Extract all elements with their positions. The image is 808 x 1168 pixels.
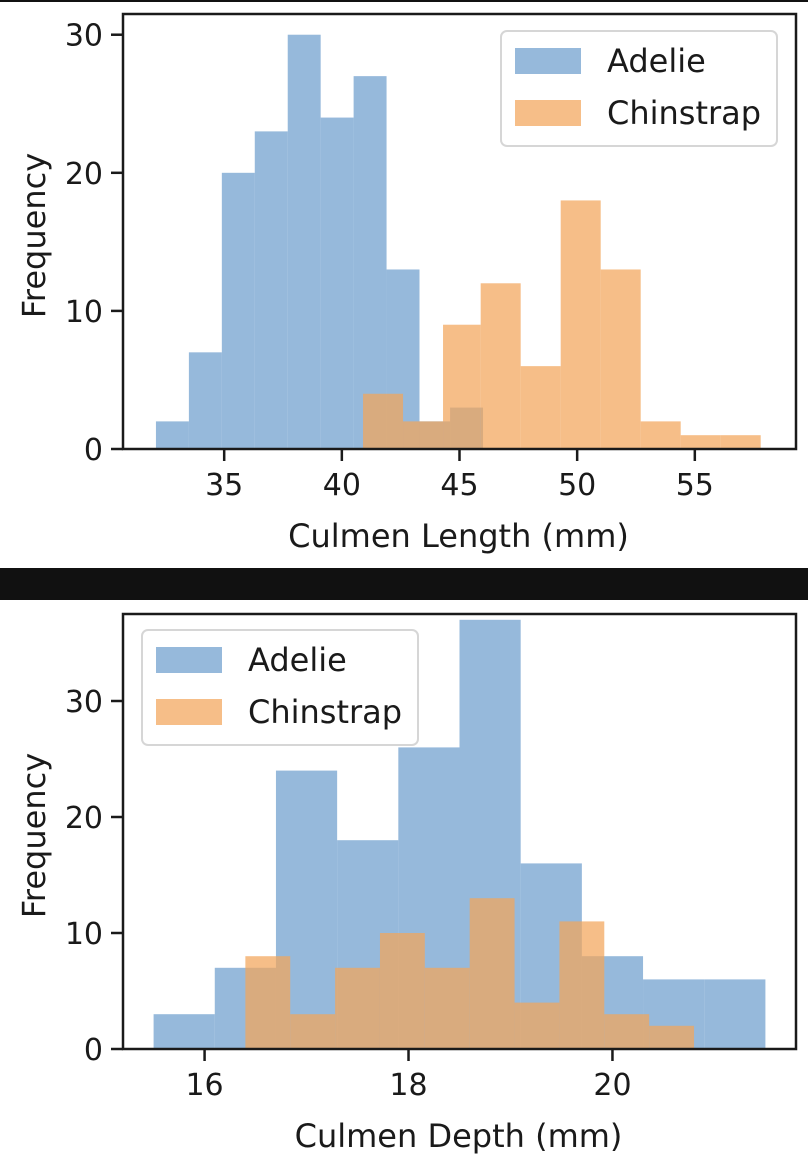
- legend-label-chinstrap: Chinstrap: [607, 94, 761, 132]
- bar-chinstrap: [424, 967, 470, 1049]
- bar-adelie: [155, 421, 189, 449]
- bar-chinstrap: [559, 921, 605, 1049]
- bar-chinstrap: [640, 421, 681, 449]
- x-tick-label: 35: [205, 468, 243, 503]
- bar-chinstrap: [379, 933, 425, 1049]
- x-tick-label: 16: [185, 1068, 223, 1103]
- bar-adelie: [287, 34, 321, 449]
- legend: Adelie Chinstrap: [141, 629, 419, 746]
- y-tick-label: 0: [84, 433, 103, 468]
- bar-chinstrap: [403, 421, 444, 449]
- culmen-length-histogram: 35 40 45 50 55 0 10 20 30 Culmen Length (mm) Frequ…: [15, 12, 798, 555]
- legend-swatch-chinstrap: [156, 699, 222, 725]
- bar-chinstrap: [363, 393, 404, 449]
- bar-chinstrap: [443, 324, 481, 449]
- x-tick-label: 50: [558, 468, 596, 503]
- top-border: [0, 0, 808, 2]
- bar-chinstrap: [649, 1025, 695, 1049]
- y-tick-label: 30: [65, 685, 103, 720]
- bar-adelie: [704, 979, 766, 1049]
- bar-chinstrap: [480, 283, 521, 449]
- bar-chinstrap: [469, 898, 515, 1049]
- bar-chinstrap: [514, 1002, 560, 1049]
- y-axis-label: Frequency: [15, 153, 53, 318]
- y-tick-label: 0: [84, 1033, 103, 1068]
- bar-chinstrap: [335, 967, 380, 1049]
- bar-adelie: [188, 352, 222, 449]
- x-tick-label: 20: [593, 1068, 631, 1103]
- series-adelie-bars: [155, 34, 484, 450]
- series-adelie-bars: [153, 619, 766, 1049]
- legend-label-adelie: Adelie: [248, 641, 347, 679]
- bar-adelie: [320, 117, 354, 450]
- bar-chinstrap: [680, 435, 721, 449]
- legend-swatch-adelie: [515, 48, 581, 74]
- chart-divider: [0, 568, 808, 600]
- legend: Adelie Chinstrap: [500, 30, 778, 147]
- x-axis-label: Culmen Length (mm): [288, 517, 629, 555]
- plot-frame: [121, 612, 798, 1051]
- legend-swatch-chinstrap: [515, 100, 581, 126]
- bar-chinstrap: [560, 200, 601, 449]
- bar-chinstrap: [520, 366, 561, 449]
- legend-label-adelie: Adelie: [607, 42, 706, 80]
- y-tick-label: 20: [65, 801, 103, 836]
- series-chinstrap-bars: [245, 898, 695, 1049]
- bar-chinstrap: [600, 269, 641, 449]
- y-tick-label: 20: [65, 157, 103, 192]
- bar-chinstrap: [290, 1014, 336, 1049]
- culmen-depth-histogram: 16 18 20 0 10 20 30 Culmen Depth (mm) Frequency A…: [15, 612, 798, 1155]
- x-tick-label: 40: [323, 468, 361, 503]
- x-tick-label: 18: [389, 1068, 427, 1103]
- x-tick-label: 55: [676, 468, 714, 503]
- bar-chinstrap: [245, 956, 291, 1049]
- x-axis-label: Culmen Depth (mm): [295, 1117, 623, 1155]
- y-tick-label: 30: [65, 19, 103, 54]
- bar-chinstrap: [720, 435, 761, 449]
- y-tick-label: 10: [65, 295, 103, 330]
- bar-adelie: [353, 76, 387, 450]
- series-chinstrap-bars: [363, 200, 761, 449]
- y-tick-label: 10: [65, 917, 103, 952]
- bar-adelie: [254, 131, 288, 449]
- x-tick-label: 45: [440, 468, 478, 503]
- y-axis-label: Frequency: [15, 753, 53, 918]
- bar-adelie: [153, 1014, 215, 1049]
- bar-adelie: [221, 172, 255, 450]
- bar-chinstrap: [604, 1014, 650, 1049]
- legend-swatch-adelie: [156, 647, 222, 673]
- legend-label-chinstrap: Chinstrap: [248, 693, 402, 731]
